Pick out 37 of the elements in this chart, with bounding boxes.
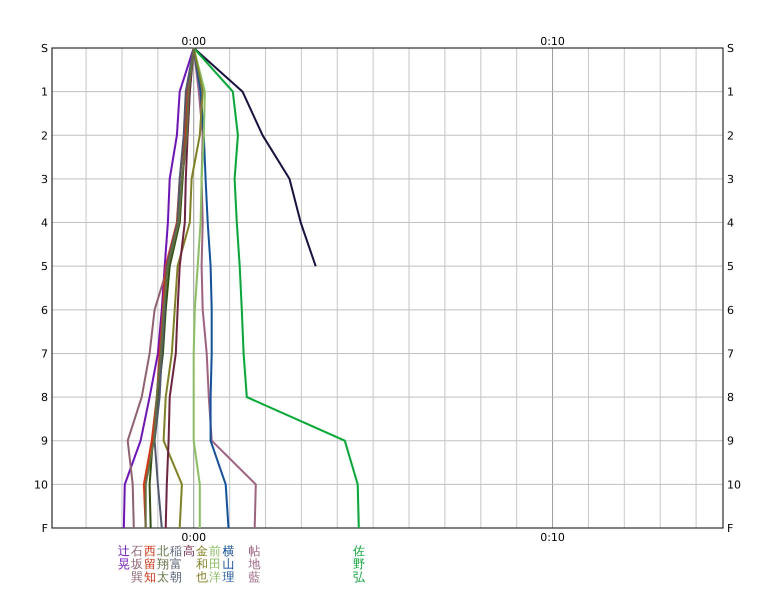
category-label: 3 — [41, 172, 48, 186]
x2-tick-label: 0:10 — [540, 35, 565, 48]
y-tick-label: 5 — [727, 260, 734, 274]
category-label: S — [41, 42, 48, 55]
y-tick-label: 1 — [727, 86, 734, 99]
series-label: 石坂巽 — [130, 544, 143, 584]
y-tick-label: 9 — [727, 434, 734, 448]
series-label: 佐野弘 — [352, 544, 366, 584]
series-label: 稲富朝 — [170, 544, 182, 584]
category-label: 5 — [41, 260, 48, 274]
series-label: 帖地藍 — [248, 544, 261, 584]
y-tick-label: S — [727, 42, 734, 55]
category-label: 9 — [41, 434, 48, 448]
y-tick-label: 2 — [727, 129, 734, 142]
series-label: 辻晃 — [118, 544, 130, 571]
series-label: 前田洋 — [208, 544, 221, 584]
y-tick-label: 4 — [727, 216, 734, 230]
category-label: 2 — [41, 129, 48, 142]
y-tick-label: F — [727, 522, 734, 535]
category-label: F — [42, 522, 48, 535]
category-label: 8 — [41, 391, 48, 404]
category-label: 4 — [41, 216, 48, 230]
x2-tick-label: 0:00 — [181, 35, 206, 48]
y-tick-label: 6 — [727, 304, 734, 317]
y-tick-label: 8 — [727, 391, 734, 404]
series-label: 西留知 — [144, 544, 156, 584]
series-label: 横山理 — [222, 544, 235, 584]
category-label: 1 — [41, 86, 48, 99]
category-label: 10 — [34, 478, 48, 492]
y-tick-label: 7 — [727, 347, 734, 360]
series-label: 北翔太 — [156, 544, 169, 584]
category-label: 6 — [41, 304, 48, 317]
category-label: 7 — [41, 347, 48, 360]
series-label: 金和也 — [196, 544, 208, 584]
series-label: 高 — [182, 544, 195, 558]
y-tick-label: 3 — [727, 172, 734, 186]
y-tick-label: 10 — [727, 478, 741, 492]
